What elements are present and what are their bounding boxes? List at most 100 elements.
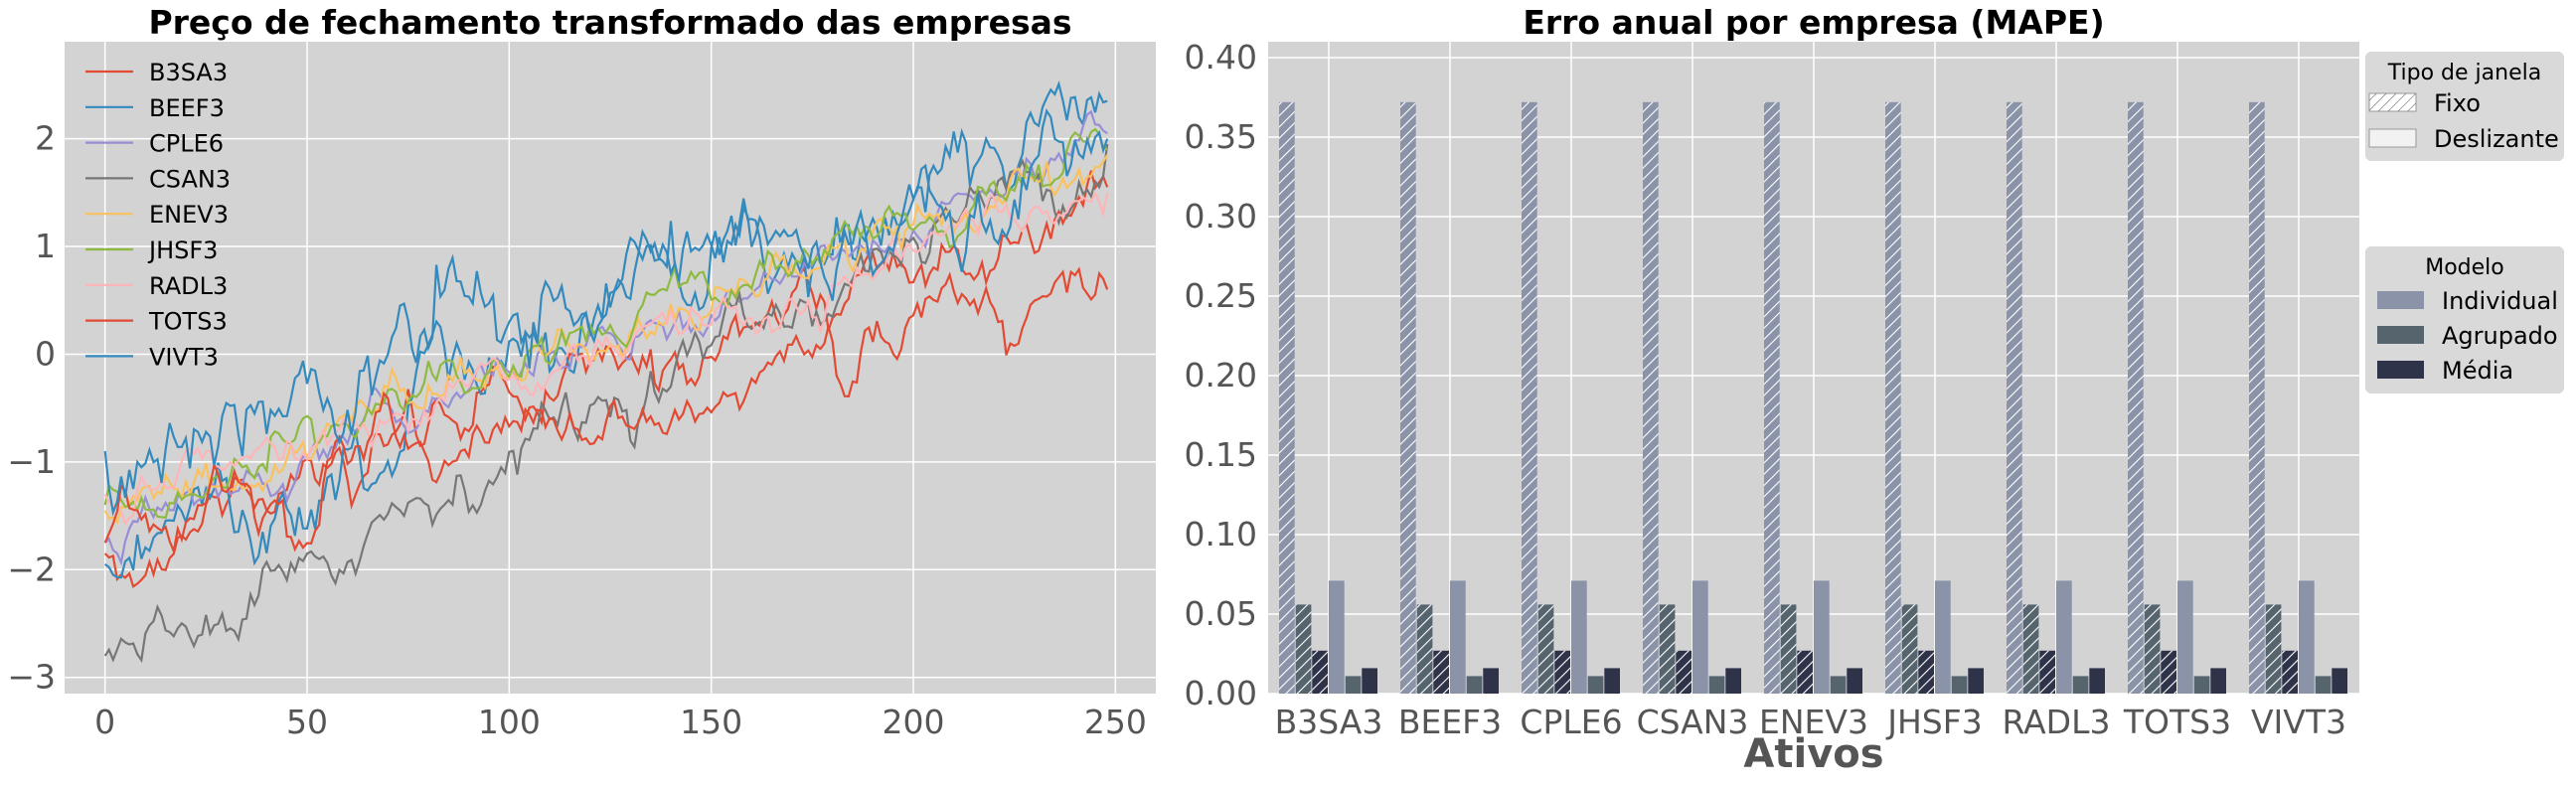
line-x-tick-label: 0 <box>94 703 115 741</box>
bar-csan3-individual-deslizante <box>1692 580 1708 694</box>
series-line-vivt3 <box>103 108 1109 517</box>
bar-tots3-agrupado-deslizante <box>2193 676 2210 694</box>
line-y-tick-label: −3 <box>7 658 56 697</box>
bar-radl3-media-deslizante <box>2089 668 2105 694</box>
bar-x-tick-label: ENEV3 <box>1759 703 1868 741</box>
bar-jhsf3-media-fixo-hatch <box>1918 650 1934 694</box>
bar-cple6-agrupado-fixo-hatch <box>1537 604 1554 694</box>
series-line-enev3 <box>103 154 1109 525</box>
legend-janela-title: Tipo de janela <box>2387 61 2541 85</box>
bar-b3sa3-media-fixo-hatch <box>1312 650 1328 694</box>
line-x-tick-label: 50 <box>286 703 328 741</box>
bar-x-tick-label: CSAN3 <box>1637 703 1749 741</box>
bar-jhsf3-agrupado-deslizante <box>1951 676 1968 694</box>
bar-y-tick-label: 0.30 <box>1185 197 1257 236</box>
bar-vivt3-media-deslizante <box>2332 668 2347 694</box>
legend-swatch-fixo-hatch <box>2369 93 2416 111</box>
line-x-tick-label: 100 <box>478 703 541 741</box>
line-x-tick-label: 200 <box>883 703 945 741</box>
legend-label-vivt3: VIVT3 <box>149 343 219 371</box>
bar-x-tick-label: CPLE6 <box>1520 703 1622 741</box>
series-line-radl3 <box>103 191 1109 527</box>
bar-y-tick-label: 0.35 <box>1185 117 1257 156</box>
bar-radl3-agrupado-deslizante <box>2072 676 2089 694</box>
bar-cple6-agrupado-deslizante <box>1587 676 1604 694</box>
bar-chart-title: Erro anual por empresa (MAPE) <box>1523 3 2104 42</box>
series-line-tots3 <box>103 266 1109 555</box>
series-line-beef3 <box>104 80 1108 579</box>
bar-enev3-media-fixo-hatch <box>1797 650 1813 694</box>
bar-b3sa3-agrupado-fixo-hatch <box>1295 604 1312 694</box>
bar-x-tick-label: B3SA3 <box>1275 703 1383 741</box>
bar-jhsf3-media-deslizante <box>1968 668 1984 694</box>
legend-label-media: Média <box>2442 357 2513 385</box>
line-y-tick-label: −1 <box>7 442 56 481</box>
bar-x-axis-label: Ativos <box>1743 731 1883 777</box>
bar-csan3-media-deslizante <box>1725 668 1741 694</box>
legend-label-beef3: BEEF3 <box>149 94 225 122</box>
bar-radl3-individual-fixo-hatch <box>2007 101 2022 695</box>
bar-tots3-agrupado-fixo-hatch <box>2144 604 2161 694</box>
bar-csan3-agrupado-fixo-hatch <box>1659 604 1676 694</box>
line-x-tick-label: 150 <box>680 703 742 741</box>
series-line-jhsf3 <box>103 127 1108 520</box>
legend-swatch-agrupado <box>2377 326 2424 344</box>
bar-enev3-agrupado-fixo-hatch <box>1780 604 1797 694</box>
legend-label-tots3: TOTS3 <box>148 308 228 336</box>
bar-jhsf3-agrupado-fixo-hatch <box>1901 604 1918 694</box>
series-line-csan3 <box>103 143 1109 664</box>
bar-beef3-media-fixo-hatch <box>1433 650 1449 694</box>
bar-cple6-individual-deslizante <box>1571 580 1587 694</box>
line-chart-title: Preço de fechamento transformado das emp… <box>148 3 1071 42</box>
bar-beef3-agrupado-deslizante <box>1466 676 1483 694</box>
bar-y-tick-label: 0.40 <box>1185 38 1257 77</box>
bar-tots3-individual-deslizante <box>2177 580 2193 694</box>
bar-cple6-media-deslizante <box>1604 668 1620 694</box>
bar-tots3-media-deslizante <box>2210 668 2226 694</box>
bar-radl3-agrupado-fixo-hatch <box>2022 604 2039 694</box>
legend-label-individual: Individual <box>2442 287 2558 315</box>
bar-y-tick-label: 0.00 <box>1185 674 1257 712</box>
bar-beef3-individual-deslizante <box>1450 580 1466 694</box>
line-y-tick-label: 1 <box>35 227 56 265</box>
legend-janela: Tipo de janela Fixo Deslizante <box>2365 52 2564 161</box>
bar-enev3-individual-deslizante <box>1814 580 1830 694</box>
line-y-tick-label: 2 <box>35 119 56 158</box>
bar-b3sa3-agrupado-deslizante <box>1345 676 1362 694</box>
bar-jhsf3-individual-fixo-hatch <box>1885 101 1901 695</box>
bar-y-tick-label: 0.25 <box>1185 276 1257 315</box>
bar-y-tick-label: 0.20 <box>1185 356 1257 394</box>
bar-x-tick-label: VIVT3 <box>2251 703 2346 741</box>
bar-csan3-agrupado-deslizante <box>1708 676 1725 694</box>
bar-enev3-media-deslizante <box>1847 668 1862 694</box>
bar-beef3-agrupado-fixo-hatch <box>1416 604 1433 694</box>
bar-enev3-agrupado-deslizante <box>1830 676 1847 694</box>
legend-label-csan3: CSAN3 <box>149 165 231 193</box>
bar-b3sa3-individual-deslizante <box>1329 580 1345 694</box>
legend-swatch-deslizante <box>2368 128 2417 148</box>
legend-label-fixo: Fixo <box>2434 89 2481 117</box>
legend-label-deslizante: Deslizante <box>2434 125 2559 153</box>
legend-label-enev3: ENEV3 <box>149 201 229 229</box>
bar-vivt3-individual-deslizante <box>2299 580 2315 694</box>
bar-chart: 0.00 0.05 0.10 0.15 0.20 0.25 0.30 0.35 0.40 B3SA… <box>1185 3 2564 777</box>
bar-y-tick-label: 0.15 <box>1185 435 1257 474</box>
legend-swatch-media <box>2377 361 2424 379</box>
bar-vivt3-individual-fixo-hatch <box>2249 101 2265 695</box>
bar-vivt3-agrupado-fixo-hatch <box>2265 604 2282 694</box>
bar-x-tick-label: RADL3 <box>2003 703 2111 741</box>
legend-label-agrupado: Agrupado <box>2442 322 2558 350</box>
bar-vivt3-media-fixo-hatch <box>2282 650 2298 694</box>
series-line-b3sa3 <box>103 170 1109 588</box>
line-y-tick-label: −2 <box>7 550 56 588</box>
bar-x-tick-label: JHSF3 <box>1885 703 1982 741</box>
legend-modelo-title: Modelo <box>2425 255 2504 280</box>
bar-x-tick-label: TOTS3 <box>2123 703 2231 741</box>
bar-x-tick-label: BEEF3 <box>1398 703 1502 741</box>
line-legend: B3SA3 BEEF3 CPLE6 CSAN3 ENEV3 JHSF3 RADL3 TOTS3… <box>85 59 231 371</box>
legend-swatch-individual <box>2377 291 2424 309</box>
bar-csan3-individual-fixo-hatch <box>1643 101 1659 695</box>
bar-beef3-individual-fixo-hatch <box>1400 101 1416 695</box>
legend-label-jhsf3: JHSF3 <box>147 236 218 264</box>
